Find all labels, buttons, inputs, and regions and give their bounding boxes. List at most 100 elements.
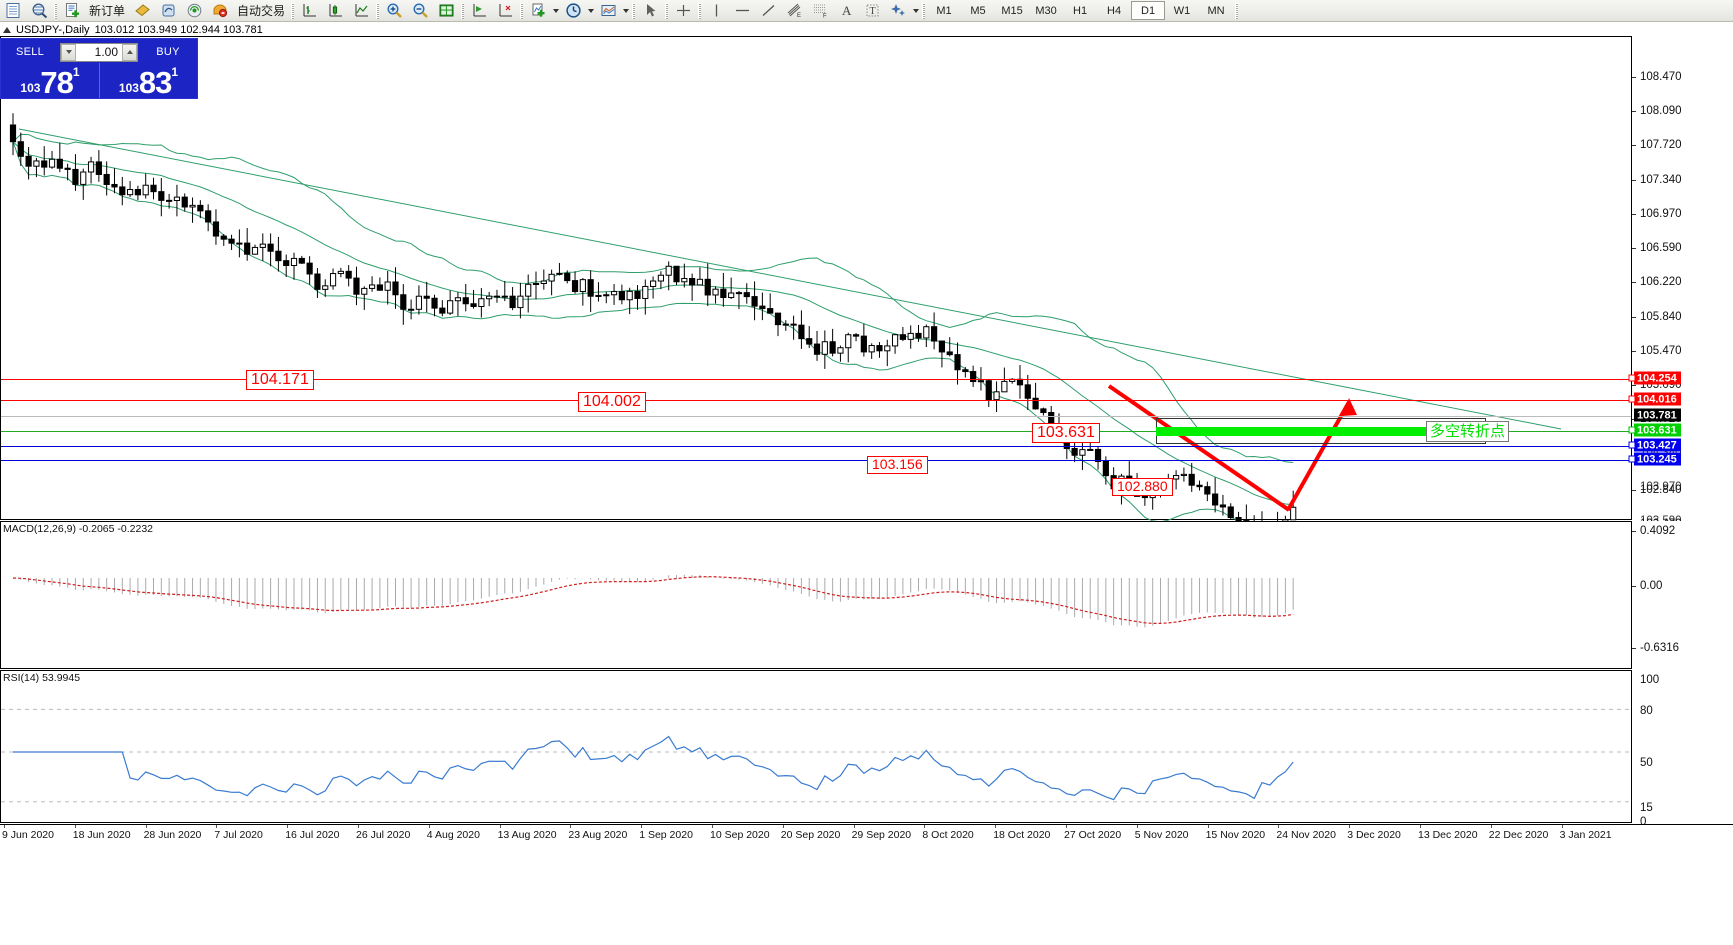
level-handle-104016[interactable] xyxy=(1628,395,1636,403)
expert-advisors-icon[interactable] xyxy=(155,1,181,21)
sell-button[interactable]: SELL xyxy=(4,42,56,62)
templates-dropdown-icon[interactable] xyxy=(621,2,630,20)
price-axis-label: 107.340 xyxy=(1640,174,1682,186)
macd-axis-tick xyxy=(1632,531,1636,532)
chart-grid-icon[interactable] xyxy=(433,1,459,21)
time-axis-tick xyxy=(287,825,289,828)
macd-axis-label: -0.6316 xyxy=(1640,642,1680,654)
timeframe-m15[interactable]: M15 xyxy=(1001,4,1023,17)
level-handle-103427[interactable] xyxy=(1628,441,1636,449)
macd-title: MACD(12,26,9) -0.2065 -0.2232 xyxy=(3,523,153,535)
level-label-102880[interactable]: 102.880 xyxy=(1112,478,1173,496)
horizontal-line-icon[interactable] xyxy=(729,1,755,21)
metaeditor-icon[interactable] xyxy=(129,1,155,21)
toolbar-separator xyxy=(52,2,59,20)
level-label-104002[interactable]: 104.002 xyxy=(578,392,646,412)
trendline-icon[interactable] xyxy=(755,1,781,21)
time-axis-label: 13 Dec 2020 xyxy=(1418,829,1478,841)
shapes-dropdown-icon[interactable] xyxy=(911,2,920,20)
timeframe-w1[interactable]: W1 xyxy=(1173,4,1191,17)
bar-chart-icon[interactable] xyxy=(296,1,322,21)
time-axis-label: 7 Jul 2020 xyxy=(214,829,263,841)
signals-icon[interactable] xyxy=(181,1,207,21)
crosshair-icon[interactable] xyxy=(670,1,696,21)
price-axis-tick xyxy=(1632,351,1636,352)
text-label-icon[interactable]: T xyxy=(859,1,885,21)
new-order-icon[interactable] xyxy=(59,1,85,21)
timeframe-m30[interactable]: M30 xyxy=(1035,4,1057,17)
time-axis-label: 23 Aug 2020 xyxy=(568,829,628,841)
volume-value: 1.00 xyxy=(94,45,118,59)
level-label-103631[interactable]: 103.631 xyxy=(1032,423,1100,443)
time-axis-tick xyxy=(853,825,855,828)
volume-increase-icon[interactable] xyxy=(122,43,137,61)
price-axis-label: 108.090 xyxy=(1640,105,1682,117)
timeframe-mn[interactable]: MN xyxy=(1207,4,1225,17)
price-tag-103427: 103.427 xyxy=(1634,438,1681,452)
one-click-trading-panel[interactable]: SELL 1.00 BUY 103 78 1 103 83 1 xyxy=(0,38,198,99)
sell-price[interactable]: 103 78 1 xyxy=(1,63,99,98)
price-axis[interactable]: 108.470 108.090 107.720 107.340 106.970 106.5… xyxy=(1632,36,1733,530)
level-handle-104254[interactable] xyxy=(1628,374,1636,382)
time-axis-tick xyxy=(1136,825,1138,828)
trade-panel-controls: SELL 1.00 BUY xyxy=(1,39,197,63)
chinese-annotation-label[interactable]: 多空转折点 xyxy=(1426,421,1510,442)
svg-text:T: T xyxy=(869,6,875,17)
rsi-pane[interactable] xyxy=(0,670,1632,823)
equidistant-channel-icon[interactable]: E xyxy=(781,1,807,21)
market-watch-icon[interactable] xyxy=(26,1,52,21)
level-handle-103631[interactable] xyxy=(1628,426,1636,434)
level-handle-103245[interactable] xyxy=(1628,455,1636,463)
new-chart-icon[interactable] xyxy=(0,1,26,21)
buy-price[interactable]: 103 83 1 xyxy=(99,63,197,98)
level-label-104171[interactable]: 104.171 xyxy=(246,370,314,390)
time-axis-label: 20 Sep 2020 xyxy=(780,829,841,841)
chart-autoscroll-icon[interactable] xyxy=(492,1,518,21)
vertical-line-icon[interactable] xyxy=(703,1,729,21)
svg-text:A: A xyxy=(842,3,852,18)
price-axis-tick xyxy=(1632,282,1636,283)
rsi-title: RSI(14) 53.9945 xyxy=(3,672,81,684)
fibonacci-icon[interactable]: F xyxy=(807,1,833,21)
templates-icon[interactable] xyxy=(595,1,621,21)
volume-decrease-icon[interactable] xyxy=(61,43,76,61)
collapse-triangle-icon[interactable] xyxy=(3,26,11,33)
candlestick-chart-icon[interactable] xyxy=(322,1,348,21)
price-axis-tick xyxy=(1632,145,1636,146)
timeframe-d1[interactable]: D1 xyxy=(1131,1,1166,20)
timeframe-h1[interactable]: H1 xyxy=(1073,4,1088,17)
buy-button[interactable]: BUY xyxy=(142,42,194,62)
indicators-icon[interactable] xyxy=(525,1,551,21)
auto-trading-icon[interactable] xyxy=(207,1,233,21)
auto-trading-button[interactable]: 自动交易 xyxy=(233,1,289,21)
volume-input[interactable]: 1.00 xyxy=(60,42,138,62)
support-zone-marker[interactable] xyxy=(1156,427,1486,436)
timeframe-h4[interactable]: H4 xyxy=(1107,4,1122,17)
period-dropdown-icon[interactable] xyxy=(586,2,595,20)
macd-pane[interactable] xyxy=(0,521,1632,669)
rsi-axis-label: 80 xyxy=(1640,705,1653,717)
price-tag-103245: 103.245 xyxy=(1634,452,1681,466)
timeframe-m1[interactable]: M1 xyxy=(936,4,952,17)
price-axis-label: 103.970 xyxy=(1640,481,1682,493)
cursor-icon[interactable] xyxy=(637,1,663,21)
indicators-dropdown-icon[interactable] xyxy=(551,2,560,20)
shapes-icon[interactable] xyxy=(885,1,911,21)
period-icon[interactable] xyxy=(560,1,586,21)
zoom-in-icon[interactable] xyxy=(381,1,407,21)
text-icon[interactable]: A xyxy=(833,1,859,21)
timeframe-m5[interactable]: M5 xyxy=(970,4,986,17)
level-label-103156[interactable]: 103.156 xyxy=(867,456,928,474)
time-axis[interactable]: 9 Jun 2020 18 Jun 2020 28 Jun 2020 7 Jul 20… xyxy=(0,824,1733,945)
buy-price-fraction: 1 xyxy=(171,65,179,79)
time-axis-tick xyxy=(216,825,218,828)
chart-shift-icon[interactable] xyxy=(466,1,492,21)
chart-ohlc-label: 103.012 103.949 102.944 103.781 xyxy=(94,23,263,36)
zoom-out-icon[interactable] xyxy=(407,1,433,21)
time-axis-label: 4 Aug 2020 xyxy=(426,829,480,841)
time-axis-tick xyxy=(1278,825,1280,828)
new-order-button[interactable]: 新订单 xyxy=(85,1,129,21)
price-axis-label: 106.220 xyxy=(1640,276,1682,288)
price-chart-pane[interactable]: 104.171 104.002 103.631 103.156 102.880 … xyxy=(0,36,1632,556)
line-chart-icon[interactable] xyxy=(348,1,374,21)
